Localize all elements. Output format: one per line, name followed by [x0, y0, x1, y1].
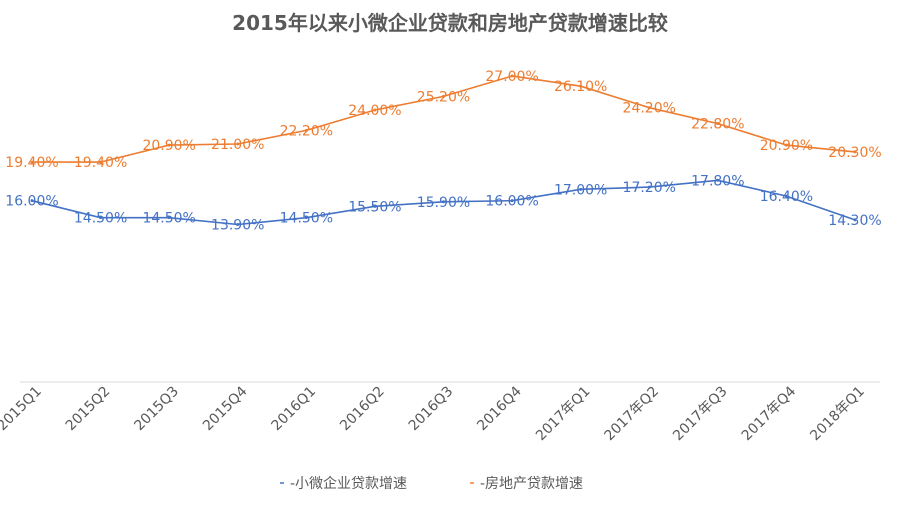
x-tick-label-6: 2016Q3	[406, 384, 457, 435]
data-label-1-2: 20.90%	[142, 138, 195, 154]
data-point-0-10	[716, 178, 720, 182]
x-tick-label-0: 2015Q1	[0, 384, 45, 435]
data-label-1-7: 27.00%	[485, 69, 538, 85]
data-label-1-1: 19.40%	[74, 155, 127, 171]
data-point-0-5	[373, 204, 377, 208]
data-point-0-2	[167, 216, 171, 220]
data-label-1-6: 25.20%	[417, 89, 470, 105]
data-point-1-12	[853, 150, 857, 154]
data-label-0-0: 16.00%	[5, 194, 58, 210]
series-layer	[30, 74, 857, 226]
data-point-0-8	[579, 187, 583, 191]
x-tick-label-9: 2017年Q2	[602, 384, 663, 445]
x-tick-label-10: 2017年Q3	[670, 384, 731, 445]
x-tick-label-3: 2015Q4	[200, 383, 251, 434]
data-label-0-4: 14.50%	[280, 211, 333, 227]
data-label-1-10: 22.80%	[691, 117, 744, 133]
x-tick-label-5: 2016Q2	[337, 384, 388, 435]
data-point-0-9	[647, 185, 651, 189]
data-label-1-5: 24.00%	[348, 103, 401, 119]
data-label-1-11: 20.90%	[760, 138, 813, 154]
data-point-1-9	[647, 106, 651, 110]
data-point-1-2	[167, 143, 171, 147]
data-label-0-9: 17.20%	[623, 180, 676, 196]
data-point-0-11	[784, 194, 788, 198]
data-point-1-10	[716, 122, 720, 126]
data-label-1-12: 20.30%	[828, 145, 881, 161]
data-point-0-7	[510, 199, 514, 203]
data-label-1-0: 19.40%	[5, 155, 58, 171]
data-label-1-9: 24.20%	[623, 101, 676, 117]
data-point-1-3	[236, 142, 240, 146]
data-point-0-3	[236, 222, 240, 226]
data-label-1-8: 26.10%	[554, 79, 607, 95]
legend-label-0: -小微企业贷款增速	[290, 475, 407, 492]
data-point-0-1	[99, 216, 103, 220]
x-tick-label-4: 2016Q1	[269, 384, 320, 435]
data-point-0-6	[442, 200, 445, 204]
x-tick-label-2: 2015Q3	[131, 384, 182, 435]
data-label-1-3: 21.00%	[211, 137, 264, 153]
data-point-0-12	[853, 218, 857, 222]
legend: -小微企业贷款增速 -房地产贷款增速	[280, 475, 583, 492]
data-label-1-4: 22.20%	[280, 123, 333, 139]
data-point-1-5	[373, 108, 377, 112]
data-point-1-6	[442, 94, 445, 98]
data-label-0-5: 15.50%	[348, 199, 401, 215]
chart-title: 2015年以来小微企业贷款和房地产贷款增速比较	[232, 11, 668, 35]
data-label-0-6: 15.90%	[417, 195, 470, 211]
data-label-0-11: 16.40%	[760, 189, 813, 205]
x-tick-label-12: 2018年Q1	[807, 384, 868, 445]
data-point-1-8	[579, 84, 583, 88]
data-point-1-7	[510, 74, 514, 78]
data-point-1-4	[304, 128, 308, 132]
data-label-0-10: 17.80%	[691, 173, 744, 189]
x-tick-labels: 2015Q1 2015Q2 2015Q3 2015Q4 2016Q1 2016Q2 2016…	[0, 383, 868, 444]
data-label-0-2: 14.50%	[142, 211, 195, 227]
x-tick-label-11: 2017年Q4	[739, 383, 800, 444]
x-tick-label-1: 2015Q2	[63, 384, 114, 435]
x-tick-label-7: 2016Q4	[474, 383, 525, 434]
data-point-1-0	[30, 160, 34, 164]
legend-label-1: -房地产贷款增速	[480, 476, 583, 492]
x-tick-label-8: 2017年Q1	[533, 384, 594, 445]
data-label-0-12: 14.30%	[828, 213, 881, 229]
data-label-0-3: 13.90%	[211, 217, 264, 233]
data-point-0-0	[30, 199, 34, 203]
data-labels-layer: 16.00% 14.50% 14.50% 13.90% 14.50% 15.50% 15.9…	[5, 69, 881, 233]
data-label-0-1: 14.50%	[74, 211, 127, 227]
data-label-0-8: 17.00%	[554, 182, 607, 198]
data-point-1-1	[99, 160, 103, 164]
data-point-1-11	[784, 143, 788, 147]
data-label-0-7: 16.00%	[485, 194, 538, 210]
data-point-0-4	[304, 216, 308, 220]
